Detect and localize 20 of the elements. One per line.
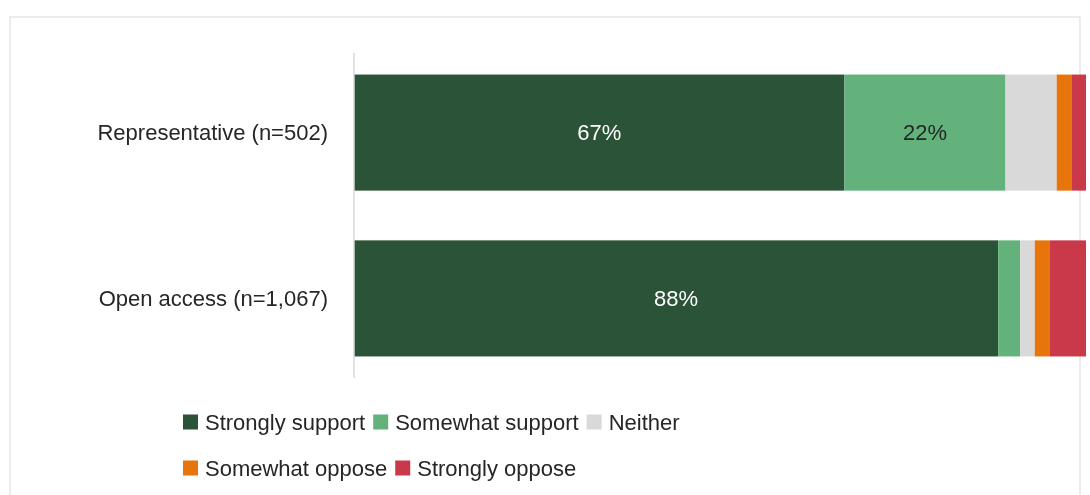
bar — [844, 74, 1006, 191]
bar — [1020, 240, 1035, 357]
legend-label: Strongly support — [205, 409, 366, 435]
legend-label: Somewhat oppose — [205, 455, 388, 481]
y-tick-label: Representative (n=502) — [97, 120, 328, 146]
bar — [1034, 240, 1050, 357]
data-label: 88% — [654, 286, 699, 312]
y-tick-label: Open access (n=1,067) — [98, 286, 328, 312]
bar — [1005, 74, 1057, 191]
bar — [354, 240, 999, 357]
legend-label: Somewhat support — [395, 409, 579, 435]
data-label: 67% — [577, 120, 622, 146]
bar — [354, 74, 845, 191]
bar — [1071, 74, 1086, 191]
bar — [1056, 74, 1072, 191]
bar — [998, 240, 1021, 357]
legend-label: Strongly oppose — [417, 455, 577, 481]
bar — [1049, 240, 1086, 357]
legend-label: Neither — [608, 409, 680, 435]
data-label: 22% — [902, 120, 947, 146]
